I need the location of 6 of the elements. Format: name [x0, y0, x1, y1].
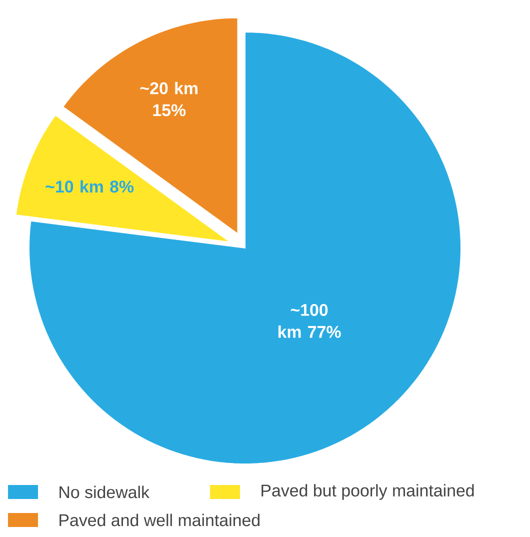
- legend-label: No sidewalk: [60, 486, 150, 498]
- legend-label: Paved but poorly maintained: [262, 484, 474, 500]
- data-label: ~10 km 8%: [46, 180, 134, 193]
- legend-label: Paved and well maintained: [60, 514, 260, 526]
- data-label: ~20 km 15%: [140, 82, 198, 116]
- data-label: ~100 km 77%: [278, 304, 341, 338]
